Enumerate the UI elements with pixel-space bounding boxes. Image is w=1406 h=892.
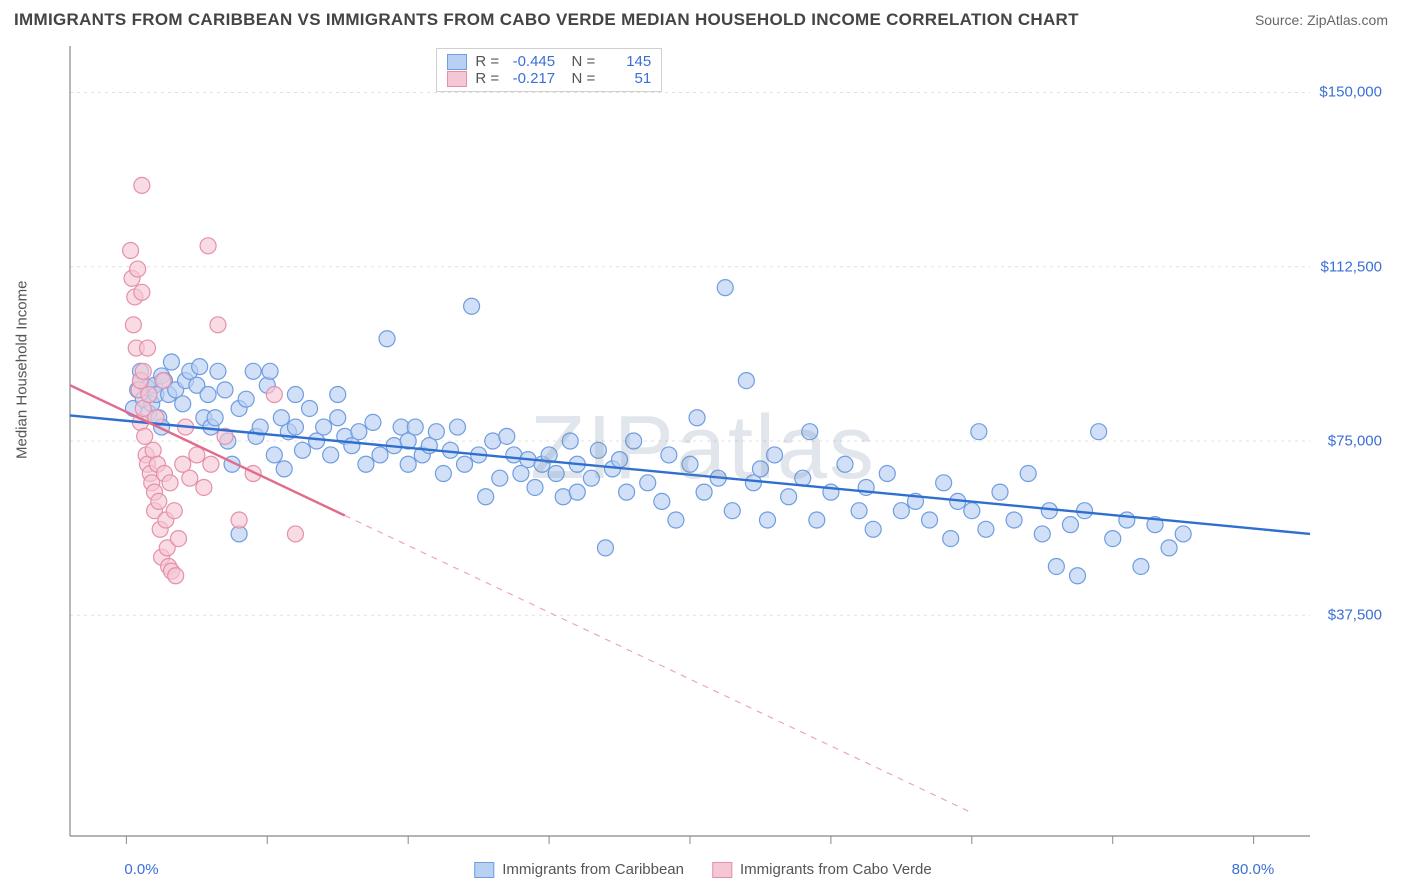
stats-row: R = -0.217 N = 51 (447, 70, 651, 87)
source-link[interactable]: ZipAtlas.com (1307, 12, 1388, 28)
stat-r-value: -0.445 (507, 53, 555, 70)
correlation-stats-box: R = -0.445 N = 145 R = -0.217 N = 51 (436, 48, 662, 92)
stat-n-label: N = (563, 70, 595, 87)
y-tick-label: $37,500 (1328, 607, 1382, 624)
stats-row: R = -0.445 N = 145 (447, 53, 651, 70)
legend-item: Immigrants from Caribbean (474, 861, 684, 878)
chart-area: Median Household Income ZIPatlas $37,500… (14, 40, 1392, 878)
stats-swatch (447, 54, 467, 70)
y-tick-label: $75,000 (1328, 433, 1382, 450)
y-tick-label: $112,500 (1321, 258, 1382, 275)
legend-swatch (474, 862, 494, 878)
stat-r-value: -0.217 (507, 70, 555, 87)
stat-r-label: R = (475, 53, 499, 70)
legend-label: Immigrants from Cabo Verde (740, 861, 932, 878)
stat-n-value: 145 (603, 53, 651, 70)
legend-item: Immigrants from Cabo Verde (712, 861, 932, 878)
y-tick-label: $150,000 (1319, 84, 1382, 101)
legend-swatch (712, 862, 732, 878)
series-legend: Immigrants from Caribbean Immigrants from… (474, 861, 931, 878)
legend-label: Immigrants from Caribbean (502, 861, 684, 878)
y-axis-label: Median Household Income (14, 281, 31, 459)
x-axis-max-label: 80.0% (1232, 861, 1275, 878)
stat-r-label: R = (475, 70, 499, 87)
stat-n-label: N = (563, 53, 595, 70)
stat-n-value: 51 (603, 70, 651, 87)
chart-title: IMMIGRANTS FROM CARIBBEAN VS IMMIGRANTS … (14, 10, 1079, 30)
source-label: Source: (1255, 12, 1303, 28)
stats-swatch (447, 71, 467, 87)
scatter-plot (14, 40, 1400, 876)
x-axis-min-label: 0.0% (124, 861, 158, 878)
source-attribution: Source: ZipAtlas.com (1255, 12, 1388, 28)
